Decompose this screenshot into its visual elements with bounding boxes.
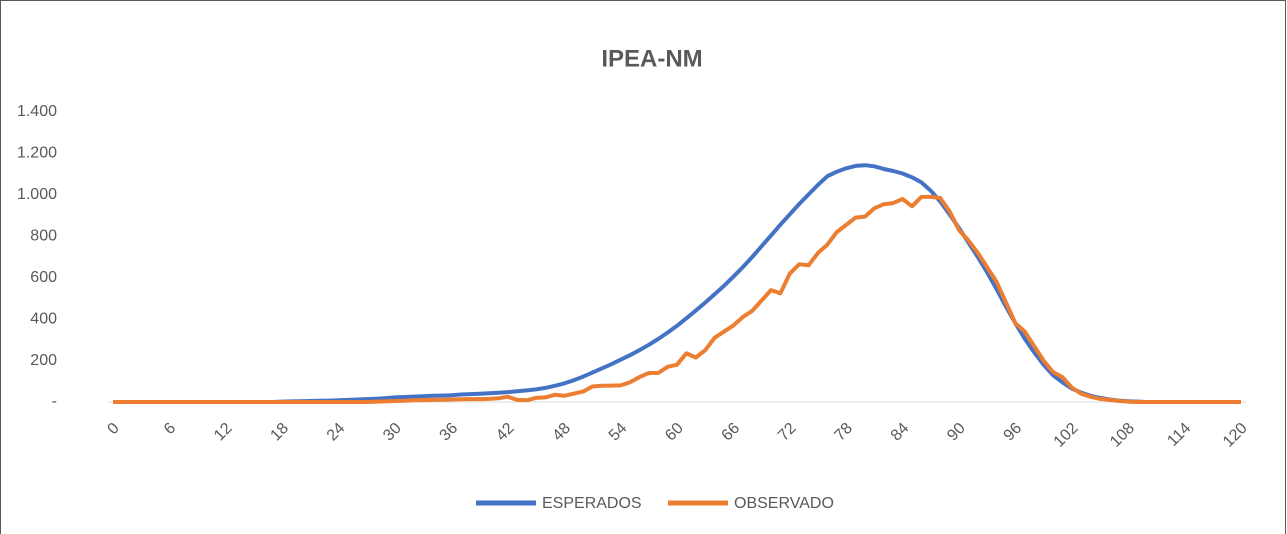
y-tick-label: 400 <box>30 310 57 327</box>
series-line <box>113 194 1241 404</box>
y-tick-label: 1.000 <box>17 186 57 203</box>
y-tick-label: 1.400 <box>17 103 57 120</box>
legend-label: OBSERVADO <box>734 495 834 512</box>
y-tick-label: 1.200 <box>17 145 57 162</box>
y-tick-label: 800 <box>30 228 57 245</box>
chart-title: IPEA-NM <box>601 45 702 72</box>
y-tick-label: 200 <box>30 352 57 369</box>
y-tick-label: 600 <box>30 269 57 286</box>
y-tick-label: - <box>52 393 57 410</box>
legend-label: ESPERADOS <box>542 495 642 512</box>
